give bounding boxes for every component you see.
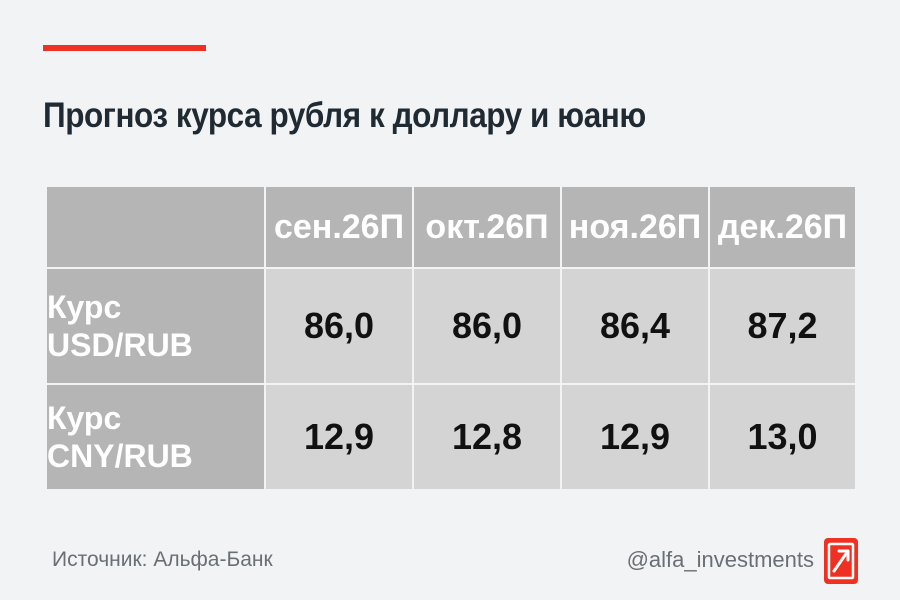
table-cell: 86,0 [412,267,562,385]
row-label: Курс CNY/RUB [45,383,266,491]
table-row: Курс USD/RUB 86,0 86,0 86,4 87,2 [45,267,857,385]
table-cell: 12,9 [264,383,414,491]
table-cell: 87,2 [708,267,857,385]
table-cell: 12,8 [412,383,562,491]
forecast-table: сен.26П окт.26П ноя.26П дек.26П Курс USD… [45,185,857,491]
table-corner-cell [45,185,266,269]
table-header-row: сен.26П окт.26П ноя.26П дек.26П [45,185,857,269]
row-label-line: CNY/RUB [47,438,193,474]
row-label: Курс USD/RUB [45,267,266,385]
source-note: Источник: Альфа-Банк [52,548,273,571]
column-header: окт.26П [412,185,562,269]
row-label-line: USD/RUB [47,327,193,363]
table-cell: 86,0 [264,267,414,385]
column-header: сен.26П [264,185,414,269]
table-cell: 86,4 [560,267,710,385]
accent-line [43,45,206,51]
page-title: Прогноз курса рубля к доллару и юаню [43,96,646,135]
column-header: дек.26П [708,185,857,269]
table-row: Курс CNY/RUB 12,9 12,8 12,9 13,0 [45,383,857,491]
table-cell: 12,9 [560,383,710,491]
row-label-line: Курс [47,400,122,436]
social-handle[interactable]: @alfa_investments [626,547,814,572]
row-label-line: Курс [47,289,122,325]
alfa-arrow-logo-icon [824,538,858,584]
table-cell: 13,0 [708,383,857,491]
column-header: ноя.26П [560,185,710,269]
